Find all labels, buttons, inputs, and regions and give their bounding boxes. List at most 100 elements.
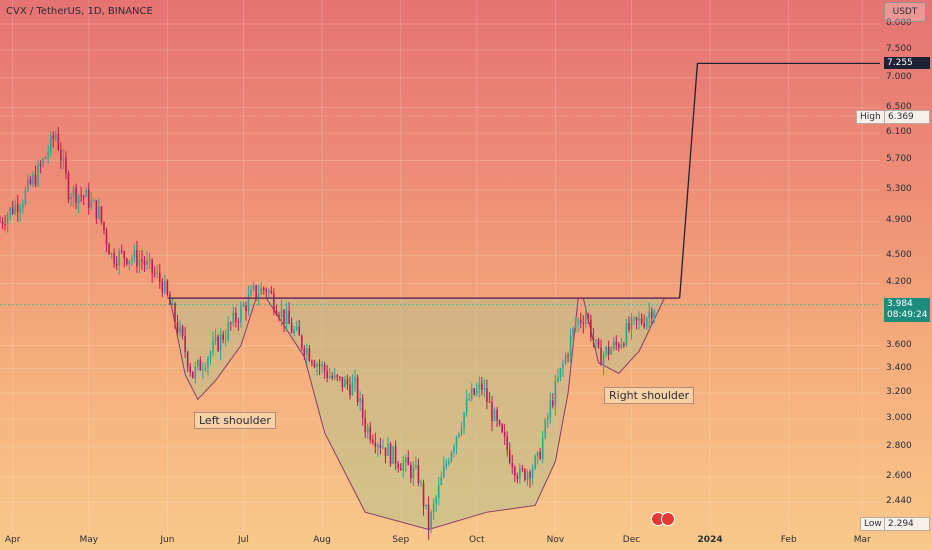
candle-body	[610, 349, 612, 355]
candle-body	[169, 294, 171, 305]
projection-path	[679, 62, 880, 299]
candle-body	[100, 206, 103, 222]
candle-body	[32, 174, 34, 184]
candle-body	[364, 417, 366, 433]
candle-body	[262, 287, 265, 291]
candle-body	[567, 355, 569, 357]
candle-body	[397, 463, 399, 468]
candle-body	[62, 157, 65, 161]
candle-body	[379, 444, 382, 448]
left-shoulder-label[interactable]: Left shoulder	[194, 412, 276, 429]
candle-body	[0, 221, 1, 223]
candle-body	[295, 326, 298, 330]
candle-body	[443, 466, 445, 478]
candle-body	[650, 311, 653, 319]
candle-body	[250, 289, 252, 296]
candle-body	[171, 303, 174, 305]
candle-body	[432, 503, 435, 512]
candle-body	[417, 465, 420, 484]
candle-body	[14, 204, 17, 214]
candle-body	[237, 321, 240, 323]
candle-body	[430, 511, 432, 530]
candle-body	[600, 347, 602, 366]
candle-body	[526, 472, 529, 480]
candle-body	[579, 319, 582, 323]
candle-body	[115, 263, 118, 266]
price-tick-label: 7.500	[886, 43, 912, 54]
candle-body	[80, 195, 82, 197]
candle-body	[536, 451, 539, 457]
candle-body	[146, 260, 148, 265]
candle-body	[585, 315, 587, 325]
current-price-value: 3.984	[887, 299, 913, 309]
candle-body	[635, 317, 638, 321]
candle-body	[377, 444, 379, 448]
candle-body	[186, 352, 189, 367]
candle-body	[229, 322, 232, 324]
candle-body	[481, 383, 483, 390]
candle-body	[133, 249, 136, 259]
candle-body	[491, 402, 493, 422]
candle-body	[590, 319, 592, 338]
right-shoulder-label[interactable]: Right shoulder	[604, 387, 695, 404]
candle-body	[199, 360, 202, 371]
candle-body	[174, 303, 176, 323]
candle-body	[113, 253, 115, 264]
candle-body	[158, 272, 161, 282]
candle-body	[415, 465, 417, 468]
candle-body	[562, 363, 564, 369]
candle-body	[27, 179, 29, 190]
currency-button[interactable]: USDT	[884, 2, 926, 22]
time-label: Mar	[853, 535, 871, 545]
candle-body	[22, 203, 24, 208]
time-label: Jun	[160, 535, 175, 545]
candle-body	[328, 376, 331, 378]
candle-body	[516, 475, 519, 479]
candle-body	[118, 250, 120, 266]
candle-body	[131, 258, 133, 261]
candle-body	[181, 326, 184, 336]
candle-body	[306, 348, 308, 355]
symbol-title[interactable]: CVX / TetherUS, 1D, BINANCE	[6, 6, 153, 17]
head-shape	[265, 297, 579, 530]
time-scale[interactable]: Apr May Jun Jul Aug Sep Oct Nov Dec 2024 Feb Mar	[0, 532, 880, 550]
news-icon[interactable]	[651, 512, 677, 526]
candle-body	[4, 223, 6, 225]
candle-body	[77, 195, 80, 204]
candle-body	[318, 364, 321, 367]
candle-body	[437, 484, 440, 498]
candle-body	[278, 314, 280, 318]
target-price-tag: 7.255	[884, 57, 930, 69]
candle-body	[572, 328, 574, 337]
candle-body	[321, 364, 323, 367]
time-label: Nov	[546, 535, 565, 545]
high-label: High	[856, 110, 885, 124]
time-label: 2024	[697, 535, 723, 545]
candle-body	[290, 323, 293, 333]
candle-body	[410, 465, 412, 478]
candle-body	[549, 400, 552, 417]
candle-body	[29, 179, 32, 184]
candle-body	[539, 451, 541, 460]
candle-body	[141, 259, 143, 262]
price-scale[interactable]: 8.000 7.500 7.000 6.500 6.100 5.700 5.300 4.900…	[880, 0, 932, 532]
candle-body	[300, 335, 303, 348]
candle-body	[569, 336, 572, 356]
candle-body	[628, 323, 630, 330]
candle-body	[524, 469, 526, 480]
candle-body	[546, 416, 549, 420]
candle-body	[156, 272, 159, 274]
price-tick-label: 5.300	[886, 183, 912, 194]
candle-body	[478, 383, 481, 390]
candle-body	[283, 309, 285, 324]
candle-body	[630, 317, 633, 330]
drawings	[0, 62, 880, 306]
candle-body	[110, 253, 113, 255]
candle-body	[128, 260, 131, 265]
candle-body	[344, 379, 346, 388]
candle-body	[465, 399, 468, 413]
candle-body	[326, 371, 328, 378]
candle-body	[257, 294, 260, 298]
